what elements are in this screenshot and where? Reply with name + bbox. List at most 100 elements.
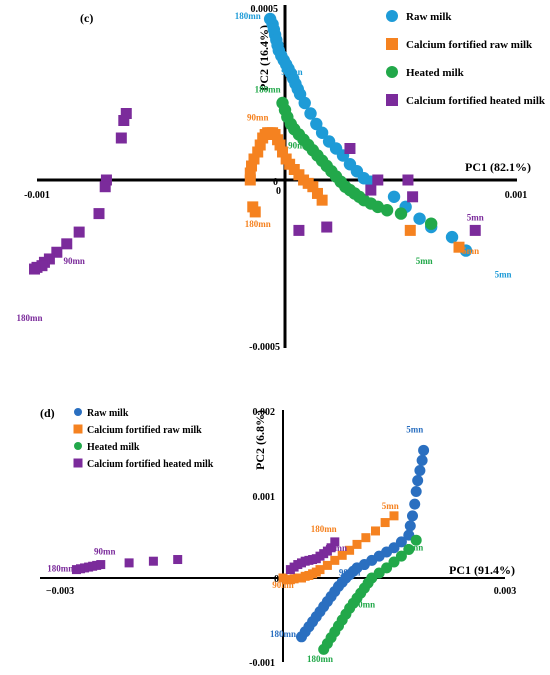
data-point bbox=[344, 143, 356, 154]
data-point bbox=[424, 217, 438, 230]
data-point bbox=[388, 542, 400, 554]
legend: Raw milk Calcium fortified raw milk Heated… bbox=[386, 10, 546, 107]
y-axis-title: PC2 (6.8%) bbox=[253, 410, 267, 470]
data-point bbox=[380, 518, 390, 528]
x-tick-label: -0.001 bbox=[24, 190, 50, 201]
data-point bbox=[311, 187, 323, 199]
legend-label: Heated milk bbox=[87, 442, 140, 453]
panel-label: (d) bbox=[40, 406, 55, 420]
x-tick-label: 0.003 bbox=[494, 586, 517, 597]
time-annotation: 90mn bbox=[94, 546, 116, 556]
data-point bbox=[404, 520, 416, 532]
data-point bbox=[298, 96, 311, 110]
legend-marker bbox=[386, 66, 398, 78]
data-point bbox=[416, 454, 428, 466]
y-tick-label: -0.0005 bbox=[249, 342, 280, 353]
legend-label: Calcium fortified raw milk bbox=[406, 39, 533, 51]
data-point bbox=[100, 174, 112, 186]
time-annotation: 180mn bbox=[245, 219, 271, 229]
data-point bbox=[414, 464, 426, 476]
legend-label: Raw milk bbox=[87, 408, 129, 419]
y-tick-label: 0.002 bbox=[253, 407, 276, 418]
data-point bbox=[254, 139, 266, 151]
time-annotation: 180mn bbox=[17, 313, 43, 323]
data-point bbox=[277, 146, 289, 158]
data-point bbox=[361, 533, 371, 543]
data-point bbox=[371, 526, 380, 536]
data-point bbox=[96, 560, 106, 570]
legend-label: Heated milk bbox=[406, 67, 465, 79]
data-point bbox=[407, 191, 419, 203]
time-annotation: 90mn bbox=[339, 567, 361, 577]
time-annotation: 180mn bbox=[270, 629, 296, 639]
legend-label: Calcium fortified heated milk bbox=[87, 459, 214, 470]
legend-label: Calcium fortified raw milk bbox=[87, 425, 202, 436]
legend-marker bbox=[73, 458, 83, 468]
data-point bbox=[445, 230, 459, 244]
data-point bbox=[316, 194, 328, 206]
time-annotation: 180mn bbox=[311, 524, 337, 534]
data-point bbox=[409, 498, 421, 510]
x-tick-label: 0.001 bbox=[505, 190, 528, 201]
legend-marker bbox=[386, 38, 398, 50]
data-point bbox=[248, 153, 260, 165]
panel-d: (d) −0.003 0.003 0.002 0.001 -0.001 0 PC1 (91.4… bbox=[40, 406, 516, 669]
panel-c: (c) -0.001 0 0.001 0.0005 0 -0.0005 PC1 (82.1%)… bbox=[17, 4, 546, 353]
data-point bbox=[404, 224, 416, 236]
data-point bbox=[307, 181, 319, 193]
data-point bbox=[321, 221, 333, 233]
data-point bbox=[372, 174, 384, 186]
data-point bbox=[29, 263, 41, 275]
time-annotation: 90mn bbox=[281, 67, 303, 77]
data-point bbox=[124, 558, 134, 568]
origin-label: 0 bbox=[274, 574, 279, 585]
data-point bbox=[115, 132, 127, 144]
legend-marker bbox=[74, 408, 82, 416]
data-point bbox=[310, 117, 323, 131]
legend-marker bbox=[73, 424, 83, 434]
legend-label: Raw milk bbox=[406, 11, 452, 23]
data-point bbox=[249, 206, 261, 218]
data-point bbox=[61, 238, 73, 250]
data-point bbox=[407, 510, 418, 522]
data-point bbox=[244, 174, 256, 186]
series-calcium-fortified-heated-milk bbox=[29, 108, 481, 275]
series-calcium-fortified-raw-milk bbox=[278, 511, 399, 585]
data-point bbox=[120, 108, 132, 119]
time-annotation: 5mn bbox=[406, 425, 423, 435]
time-annotation: 5mn bbox=[495, 269, 512, 279]
data-point bbox=[418, 444, 430, 456]
data-point bbox=[274, 139, 286, 151]
data-point bbox=[394, 207, 408, 220]
x-axis-title: PC1 (82.1%) bbox=[465, 160, 531, 174]
time-annotation: 5mn bbox=[406, 542, 423, 552]
series-heated-milk bbox=[318, 534, 422, 655]
series-heated-milk bbox=[276, 96, 438, 230]
data-point bbox=[93, 208, 105, 220]
data-point bbox=[412, 475, 424, 487]
data-point bbox=[395, 536, 407, 548]
data-point bbox=[73, 226, 85, 238]
data-point bbox=[315, 126, 329, 139]
y-tick-label: 0 bbox=[273, 177, 278, 188]
time-annotation: 180mn bbox=[307, 654, 333, 664]
time-annotation: 90mn bbox=[354, 599, 376, 609]
data-point bbox=[453, 241, 465, 253]
data-point bbox=[469, 224, 481, 236]
data-point bbox=[252, 146, 264, 158]
data-point bbox=[410, 485, 422, 497]
series-raw-milk bbox=[263, 12, 473, 257]
data-point bbox=[330, 555, 340, 565]
data-point bbox=[413, 212, 426, 225]
series-calcium-fortified-heated-milk bbox=[71, 537, 340, 575]
data-point bbox=[304, 107, 317, 120]
data-point bbox=[51, 246, 63, 258]
y-axis-title: PC2 (16.4%) bbox=[257, 25, 271, 91]
data-point bbox=[118, 115, 130, 126]
legend-label: Calcium fortified heated milk bbox=[406, 95, 546, 107]
y-tick-label: 0.0005 bbox=[251, 4, 279, 15]
data-point bbox=[387, 190, 401, 203]
data-point bbox=[148, 556, 158, 566]
data-point bbox=[322, 560, 332, 570]
data-point bbox=[330, 537, 340, 547]
